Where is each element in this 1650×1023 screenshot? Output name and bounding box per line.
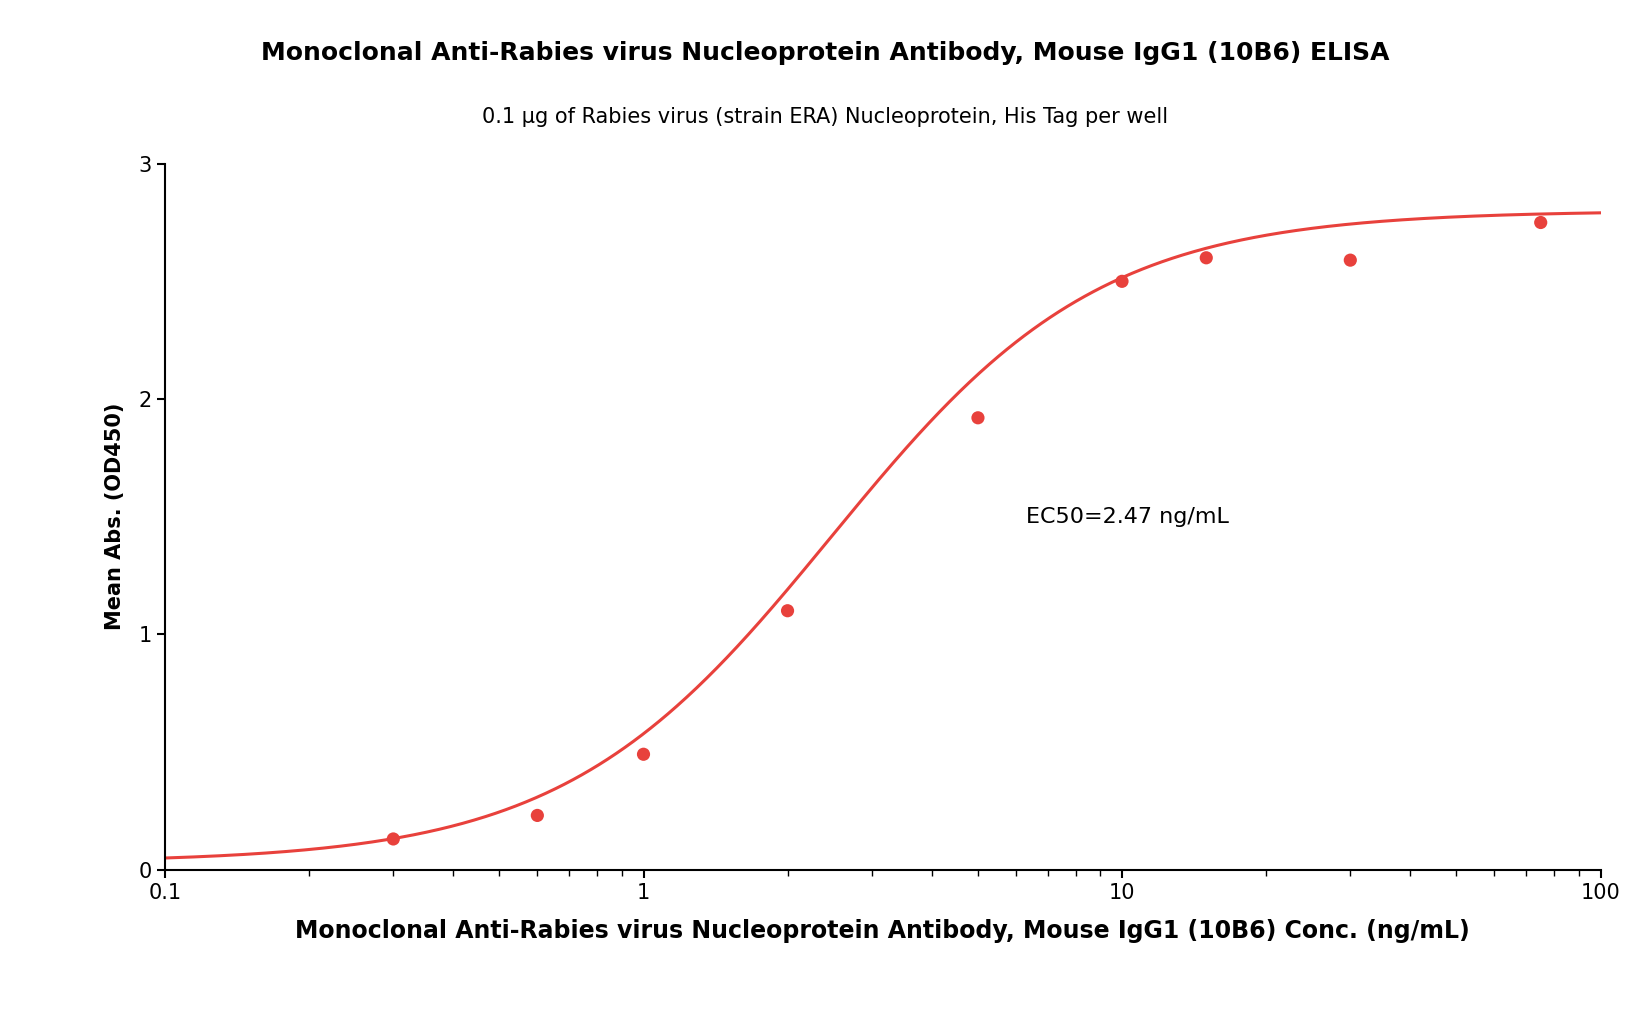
Point bbox=[1193, 250, 1219, 266]
Text: 0.1 μg of Rabies virus (strain ERA) Nucleoprotein, His Tag per well: 0.1 μg of Rabies virus (strain ERA) Nucl… bbox=[482, 107, 1168, 128]
Point bbox=[1109, 273, 1135, 290]
Point bbox=[380, 831, 406, 847]
Point bbox=[525, 807, 551, 824]
X-axis label: Monoclonal Anti-Rabies virus Nucleoprotein Antibody, Mouse IgG1 (10B6) Conc. (ng: Monoclonal Anti-Rabies virus Nucleoprote… bbox=[295, 920, 1470, 943]
Point bbox=[630, 746, 657, 762]
Text: Monoclonal Anti-Rabies virus Nucleoprotein Antibody, Mouse IgG1 (10B6) ELISA: Monoclonal Anti-Rabies virus Nucleoprote… bbox=[261, 41, 1389, 64]
Point bbox=[774, 603, 800, 619]
Y-axis label: Mean Abs. (OD450): Mean Abs. (OD450) bbox=[104, 403, 125, 630]
Point bbox=[965, 409, 992, 426]
Text: EC50=2.47 ng/mL: EC50=2.47 ng/mL bbox=[1026, 506, 1229, 527]
Point bbox=[1336, 252, 1363, 268]
Point bbox=[1528, 215, 1554, 231]
